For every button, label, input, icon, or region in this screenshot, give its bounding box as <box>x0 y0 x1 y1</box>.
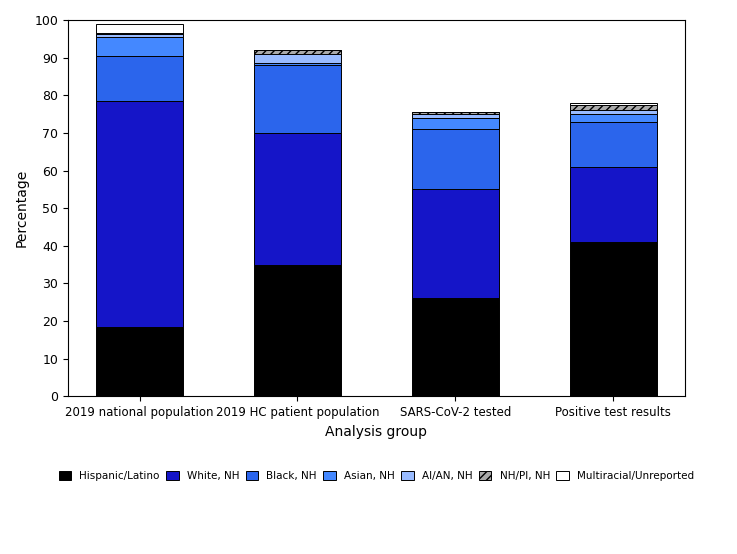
Bar <box>570 103 657 105</box>
Bar <box>412 189 499 299</box>
Bar <box>96 33 183 34</box>
X-axis label: Analysis group: Analysis group <box>325 424 427 439</box>
Bar <box>96 56 183 101</box>
Bar <box>254 265 340 396</box>
Bar <box>254 54 340 63</box>
Bar <box>412 112 499 114</box>
Bar <box>96 37 183 56</box>
Bar <box>412 299 499 396</box>
Bar <box>570 105 657 110</box>
Bar <box>412 129 499 189</box>
Bar <box>570 167 657 242</box>
Bar <box>96 24 183 33</box>
Bar <box>570 121 657 167</box>
Bar <box>96 101 183 327</box>
Bar <box>96 327 183 396</box>
Bar <box>570 242 657 396</box>
Bar <box>254 65 340 133</box>
Bar <box>412 114 499 118</box>
Bar <box>570 114 657 121</box>
Bar <box>570 110 657 114</box>
Legend: Hispanic/Latino, White, NH, Black, NH, Asian, NH, AI/AN, NH, NH/PI, NH, Multirac: Hispanic/Latino, White, NH, Black, NH, A… <box>53 465 699 486</box>
Bar <box>96 34 183 37</box>
Y-axis label: Percentage: Percentage <box>15 169 29 247</box>
Bar <box>254 50 340 54</box>
Bar <box>412 118 499 129</box>
Bar <box>254 133 340 265</box>
Bar <box>254 63 340 65</box>
